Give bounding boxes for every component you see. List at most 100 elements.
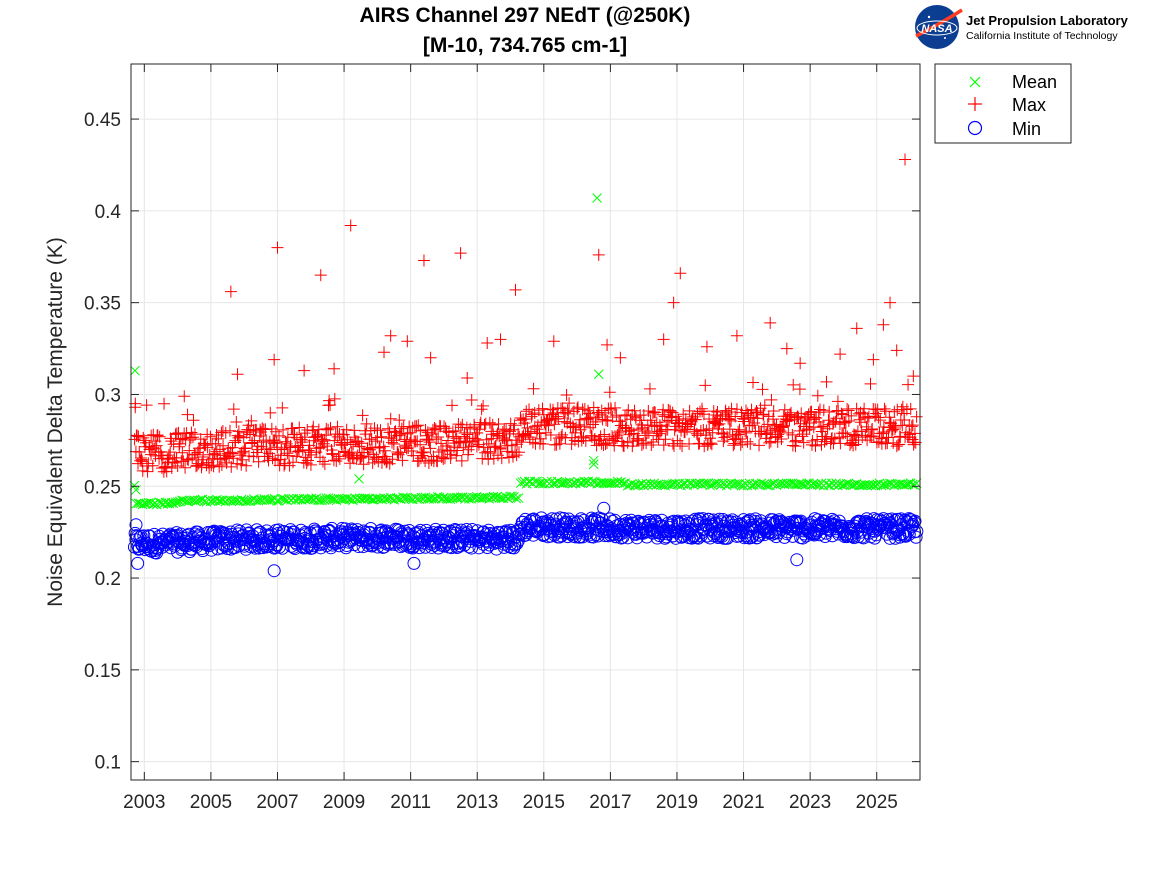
- point-max: [318, 458, 331, 471]
- point-min: [275, 541, 289, 555]
- point-max: [348, 424, 361, 437]
- point-max: [331, 420, 344, 433]
- point-mean: [181, 496, 192, 507]
- point-max: [230, 415, 243, 428]
- point-min: [666, 529, 680, 543]
- point-max: [619, 422, 632, 435]
- point-max: [226, 441, 239, 454]
- point-max: [907, 438, 920, 451]
- point-max: [426, 423, 439, 436]
- point-mean: [400, 492, 410, 503]
- outlier-max: [592, 248, 605, 261]
- point-max: [734, 438, 747, 451]
- point-min: [603, 512, 617, 526]
- point-max: [457, 441, 470, 454]
- nasa-swoosh-icon: [915, 8, 963, 38]
- point-max: [199, 439, 212, 452]
- outlier-max: [700, 340, 713, 353]
- outlier-max: [890, 344, 903, 357]
- point-max: [704, 432, 717, 445]
- point-mean: [373, 494, 384, 504]
- x-tick-label: 2021: [722, 792, 764, 813]
- point-max: [767, 404, 780, 417]
- point-max: [301, 424, 314, 437]
- point-max: [210, 445, 223, 458]
- point-min: [205, 543, 219, 557]
- point-max: [573, 418, 586, 431]
- point-max: [527, 382, 540, 395]
- point-max: [270, 436, 283, 449]
- point-max: [288, 428, 301, 441]
- point-max: [515, 436, 528, 449]
- point-max: [393, 414, 406, 427]
- point-max: [275, 443, 288, 456]
- point-max: [542, 419, 555, 432]
- outlier-max: [461, 371, 474, 384]
- point-max: [742, 409, 755, 422]
- point-mean: [907, 479, 918, 490]
- point-max: [571, 401, 584, 414]
- point-max: [811, 389, 824, 402]
- y-tick-label: 0.2: [95, 569, 121, 590]
- point-max: [215, 458, 228, 471]
- point-max: [273, 429, 286, 442]
- point-max: [528, 420, 541, 433]
- point-max: [600, 413, 613, 426]
- point-min: [499, 524, 513, 538]
- nasa-star-icon: [944, 37, 946, 39]
- point-max: [227, 403, 240, 416]
- point-max: [556, 428, 569, 441]
- x-tick-label: 2013: [456, 792, 498, 813]
- point-mean: [494, 493, 505, 503]
- point-max: [423, 436, 436, 449]
- point-max: [728, 437, 741, 450]
- point-mean: [314, 495, 325, 506]
- point-max: [368, 422, 381, 435]
- point-max: [647, 436, 660, 449]
- point-max: [204, 430, 217, 443]
- point-max: [835, 407, 848, 420]
- point-max: [412, 419, 425, 432]
- point-min: [137, 529, 151, 543]
- point-min: [470, 524, 484, 538]
- point-max: [775, 432, 788, 445]
- point-max: [278, 457, 291, 470]
- outlier-max: [764, 316, 777, 329]
- point-max: [566, 420, 579, 433]
- point-max: [500, 433, 513, 446]
- point-mean: [383, 493, 393, 504]
- point-max: [609, 401, 622, 414]
- point-max: [730, 403, 743, 416]
- point-max: [146, 459, 159, 472]
- point-max: [386, 436, 399, 449]
- outlier-mean: [131, 485, 141, 495]
- point-max: [437, 452, 450, 465]
- point-mean: [535, 478, 546, 489]
- point-max: [248, 434, 261, 447]
- outlier-max: [424, 351, 437, 364]
- point-mean: [263, 495, 274, 505]
- point-max: [454, 435, 467, 448]
- point-max: [817, 404, 830, 417]
- point-max: [481, 445, 494, 458]
- point-max: [355, 437, 368, 450]
- point-mean: [606, 478, 617, 489]
- point-max: [859, 429, 872, 442]
- point-max: [619, 409, 632, 422]
- point-max: [400, 442, 413, 455]
- point-max: [179, 461, 192, 474]
- point-max: [853, 413, 866, 426]
- point-max: [584, 421, 597, 434]
- point-max: [902, 378, 915, 391]
- point-max: [872, 411, 885, 424]
- point-max: [793, 383, 806, 396]
- point-mean: [513, 493, 524, 503]
- point-max: [345, 446, 358, 459]
- point-mean: [360, 493, 371, 504]
- point-max: [395, 422, 408, 435]
- outlier-max: [547, 335, 560, 348]
- point-mean: [490, 492, 501, 503]
- outlier-min: [407, 556, 421, 570]
- chart-title: AIRS Channel 297 NEdT (@250K): [360, 4, 691, 27]
- point-max: [740, 404, 753, 417]
